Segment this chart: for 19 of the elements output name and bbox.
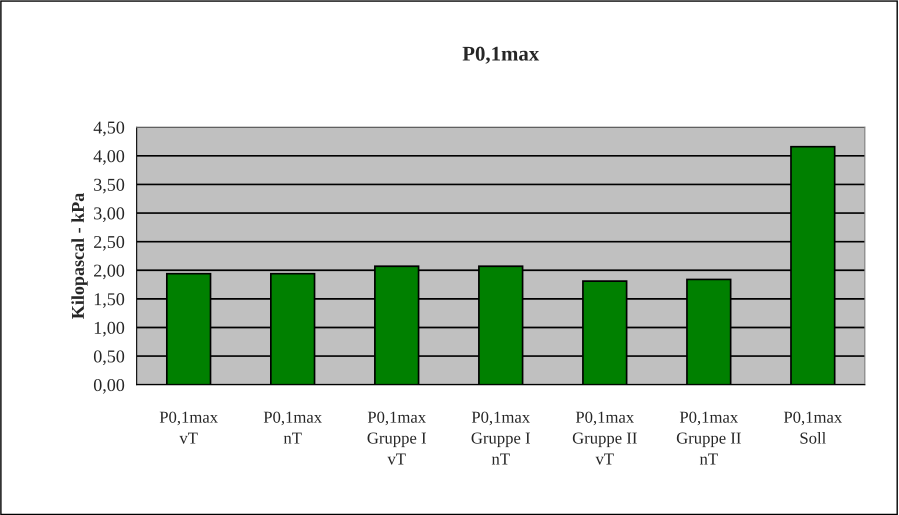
- x-tick-label: P0,1max vT: [160, 412, 218, 444]
- x-tick-label: P0,1max Gruppe I nT: [472, 412, 530, 464]
- y-tick-label: 1,00: [94, 322, 124, 337]
- y-tick-label: 4,00: [94, 150, 124, 165]
- x-tick-label: P0,1max Gruppe II vT: [572, 412, 637, 465]
- y-tick-label: 3,00: [94, 207, 124, 222]
- y-axis-title: Kilopascal - kPa: [71, 193, 88, 319]
- y-tick-label: 0,50: [94, 350, 124, 366]
- x-tick-label: P0,1max Gruppe II nT: [676, 412, 741, 464]
- y-tick-label: 2,50: [94, 236, 124, 251]
- y-tick-label: 1,50: [94, 293, 124, 308]
- y-tick-label: 2,00: [94, 264, 124, 280]
- x-tick-label: P0,1max nT: [264, 412, 322, 444]
- y-tick-label: 0,00: [94, 378, 124, 394]
- y-tick-label: 3,50: [94, 178, 124, 194]
- x-tick-label: P0,1max Gruppe I vT: [368, 412, 426, 465]
- chart-title: P0,1max: [462, 46, 540, 64]
- x-tick-label: P0,1max Soll: [784, 412, 842, 444]
- y-tick-label: 4,50: [94, 121, 124, 136]
